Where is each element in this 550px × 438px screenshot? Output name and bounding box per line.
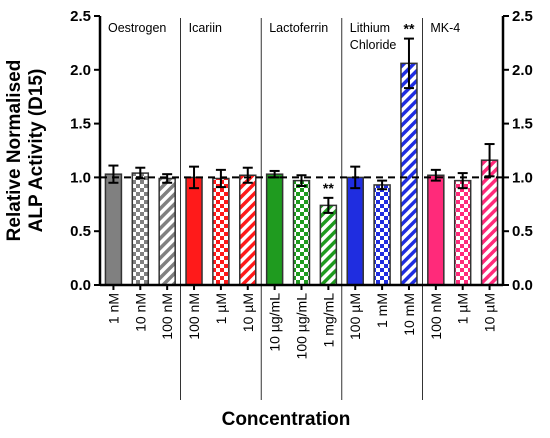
y-tick-label-right: 2.5 [512,8,533,25]
group-dividers [180,18,423,400]
bar [212,177,230,286]
category-label: 10 µg/mL [267,293,283,352]
category-label: 100 nM [159,293,175,340]
bar [373,184,391,286]
group-label: Icariin [189,21,222,35]
y-tick-label-left: 0.5 [70,223,91,240]
labels-layer: Oestrogen 1 nM 10 nM 100 nM Icariin 100 nM 1 µ… [70,8,533,359]
y-tick-label-right: 0.0 [512,277,533,294]
y-tick-label-left: 1.0 [70,169,91,186]
y-axis-title-line: Relative Normalised [4,60,25,242]
y-tick-label-left: 2.0 [70,62,91,79]
category-label: 10 µM [240,293,256,332]
y-tick-label-right: 1.5 [512,116,533,133]
y-axis-title: Relative Normalised ALP Activity (D15) [4,60,47,242]
bar [319,204,338,286]
group-label: Lithium [350,21,390,35]
bar [480,159,499,286]
category-label: 1 mM [374,293,390,328]
bar [346,176,364,286]
group-label: MK-4 [430,21,460,35]
group-label: Oestrogen [108,21,166,35]
bar [453,179,472,286]
category-label: 100 nM [186,293,202,340]
significance-marker: ** [323,180,334,196]
category-label: 100 nM [428,293,444,340]
category-label: 10 mM [401,293,417,336]
category-label: 100 µM [347,293,363,340]
group-label: Chloride [350,38,397,52]
bar [131,172,150,286]
bar [185,176,203,286]
bar [400,62,418,286]
bars-layer [104,37,499,286]
bar [158,177,176,286]
y-tick-label-left: 1.5 [70,116,91,133]
bar [427,174,445,286]
category-label: 1 µM [213,293,229,324]
significance-marker: ** [404,21,415,37]
axes-layer [94,15,509,290]
y-tick-label-right: 1.0 [512,169,533,186]
category-label: 1 nM [105,293,121,324]
y-tick-label-right: 2.0 [512,62,533,79]
bar [292,179,311,286]
category-label: 1 mg/mL [320,293,336,348]
y-axis-title-line: ALP Activity (D15) [26,69,47,233]
x-axis-title: Concentration [222,409,351,430]
y-tick-label-left: 2.5 [70,8,91,25]
bar [239,174,257,286]
group-label: Lactoferrin [269,21,328,35]
bar [104,173,123,286]
bar [265,173,284,286]
category-label: 100 µg/mL [294,293,310,360]
category-label: 1 µM [455,293,471,324]
category-label: 10 µM [482,293,498,332]
y-tick-label-left: 0.0 [70,277,91,294]
y-tick-label-right: 0.5 [512,223,533,240]
category-label: 10 nM [132,293,148,332]
